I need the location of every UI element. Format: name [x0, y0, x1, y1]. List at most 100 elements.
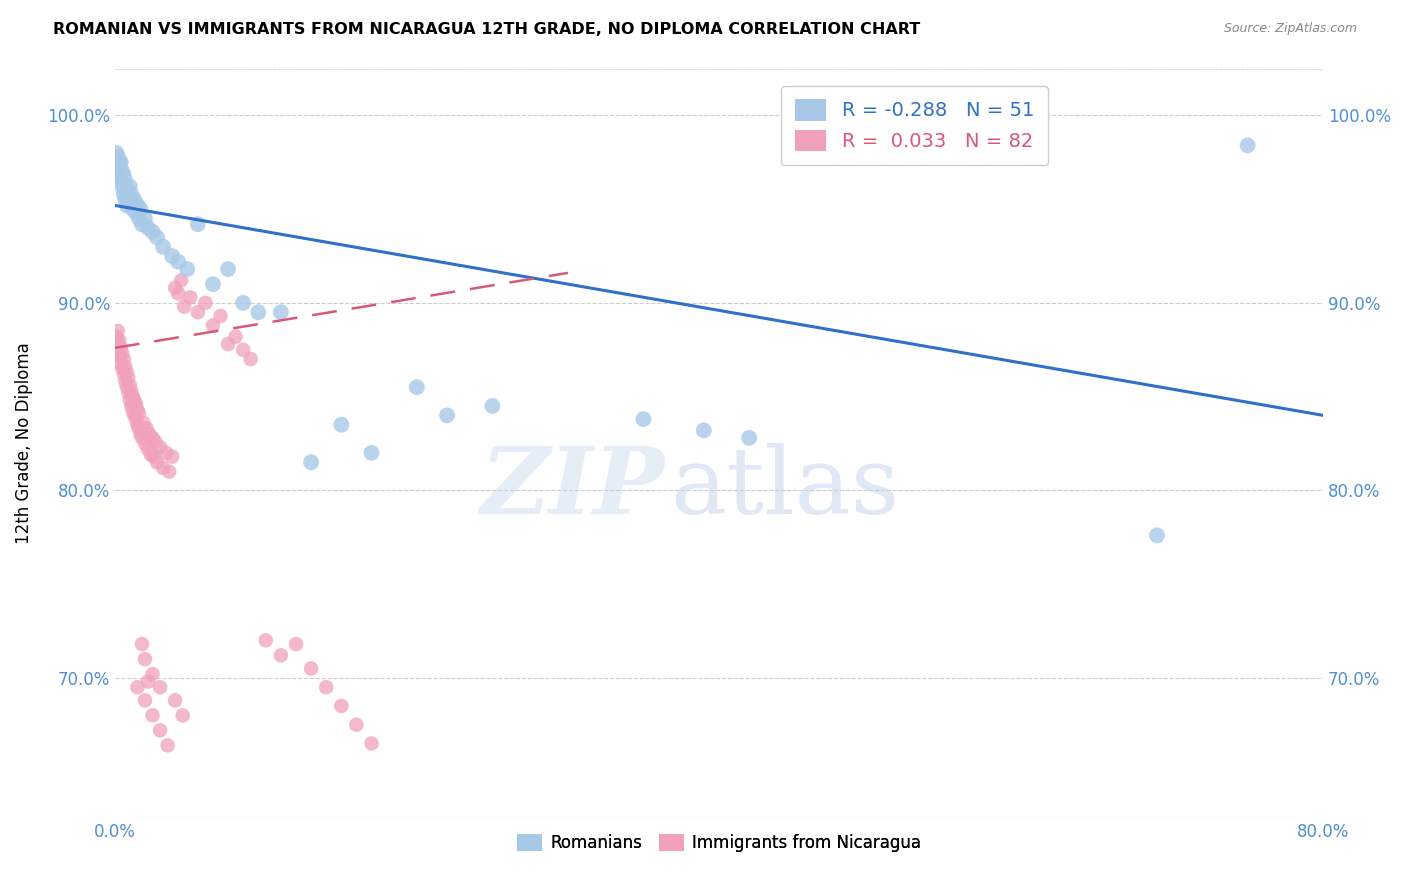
- Point: [315, 680, 337, 694]
- Point: [135, 421, 157, 435]
- Point: [112, 352, 135, 367]
- Point: [111, 346, 134, 360]
- Point: [143, 450, 166, 464]
- Point: [1146, 528, 1168, 542]
- Point: [139, 448, 162, 462]
- Point: [201, 277, 224, 292]
- Point: [124, 393, 146, 408]
- Point: [128, 421, 150, 435]
- Point: [112, 367, 135, 381]
- Point: [330, 417, 353, 432]
- Point: [115, 365, 138, 379]
- Point: [117, 385, 139, 400]
- Point: [107, 324, 129, 338]
- Point: [173, 300, 195, 314]
- Point: [131, 431, 153, 445]
- Point: [107, 337, 129, 351]
- Point: [118, 193, 141, 207]
- Point: [146, 230, 169, 244]
- Point: [131, 637, 153, 651]
- Point: [134, 211, 156, 226]
- Point: [170, 273, 193, 287]
- Text: atlas: atlas: [671, 443, 900, 533]
- Point: [112, 187, 135, 202]
- Point: [105, 145, 128, 160]
- Point: [165, 281, 187, 295]
- Point: [149, 440, 172, 454]
- Point: [134, 436, 156, 450]
- Point: [299, 455, 322, 469]
- Point: [124, 409, 146, 423]
- Point: [127, 402, 149, 417]
- Point: [111, 164, 134, 178]
- Point: [124, 193, 146, 207]
- Point: [114, 193, 136, 207]
- Point: [481, 399, 503, 413]
- Point: [110, 356, 132, 370]
- Point: [157, 465, 180, 479]
- Point: [160, 450, 183, 464]
- Point: [141, 431, 163, 445]
- Point: [201, 318, 224, 333]
- Point: [247, 305, 270, 319]
- Point: [141, 225, 163, 239]
- Point: [118, 179, 141, 194]
- Point: [120, 384, 142, 398]
- Point: [167, 254, 190, 268]
- Point: [134, 652, 156, 666]
- Point: [107, 161, 129, 175]
- Point: [111, 179, 134, 194]
- Point: [346, 717, 368, 731]
- Point: [217, 337, 239, 351]
- Point: [232, 343, 254, 357]
- Point: [108, 334, 131, 348]
- Point: [136, 674, 159, 689]
- Point: [1236, 138, 1258, 153]
- Point: [132, 416, 155, 430]
- Point: [360, 446, 382, 460]
- Point: [436, 409, 458, 423]
- Point: [112, 169, 135, 183]
- Point: [122, 404, 145, 418]
- Point: [330, 698, 353, 713]
- Point: [136, 442, 159, 456]
- Point: [149, 723, 172, 738]
- Point: [117, 371, 139, 385]
- Point: [141, 667, 163, 681]
- Point: [693, 423, 716, 437]
- Point: [152, 461, 174, 475]
- Point: [131, 217, 153, 231]
- Point: [129, 427, 152, 442]
- Legend: Romanians, Immigrants from Nicaragua: Romanians, Immigrants from Nicaragua: [510, 828, 928, 859]
- Point: [117, 187, 139, 202]
- Point: [738, 431, 761, 445]
- Point: [152, 239, 174, 253]
- Point: [270, 305, 292, 319]
- Text: ROMANIAN VS IMMIGRANTS FROM NICARAGUA 12TH GRADE, NO DIPLOMA CORRELATION CHART: ROMANIAN VS IMMIGRANTS FROM NICARAGUA 12…: [53, 22, 921, 37]
- Point: [108, 169, 131, 183]
- Point: [134, 693, 156, 707]
- Point: [105, 343, 128, 357]
- Point: [187, 305, 209, 319]
- Point: [141, 708, 163, 723]
- Point: [194, 296, 217, 310]
- Point: [149, 680, 172, 694]
- Point: [172, 708, 194, 723]
- Point: [138, 427, 160, 442]
- Point: [167, 286, 190, 301]
- Point: [115, 380, 138, 394]
- Point: [125, 206, 148, 220]
- Point: [254, 633, 277, 648]
- Point: [114, 375, 136, 389]
- Point: [285, 637, 308, 651]
- Point: [136, 220, 159, 235]
- Point: [127, 417, 149, 432]
- Point: [115, 198, 138, 212]
- Point: [107, 150, 129, 164]
- Point: [122, 202, 145, 216]
- Point: [118, 378, 141, 392]
- Point: [115, 183, 138, 197]
- Point: [405, 380, 427, 394]
- Point: [125, 412, 148, 426]
- Point: [125, 397, 148, 411]
